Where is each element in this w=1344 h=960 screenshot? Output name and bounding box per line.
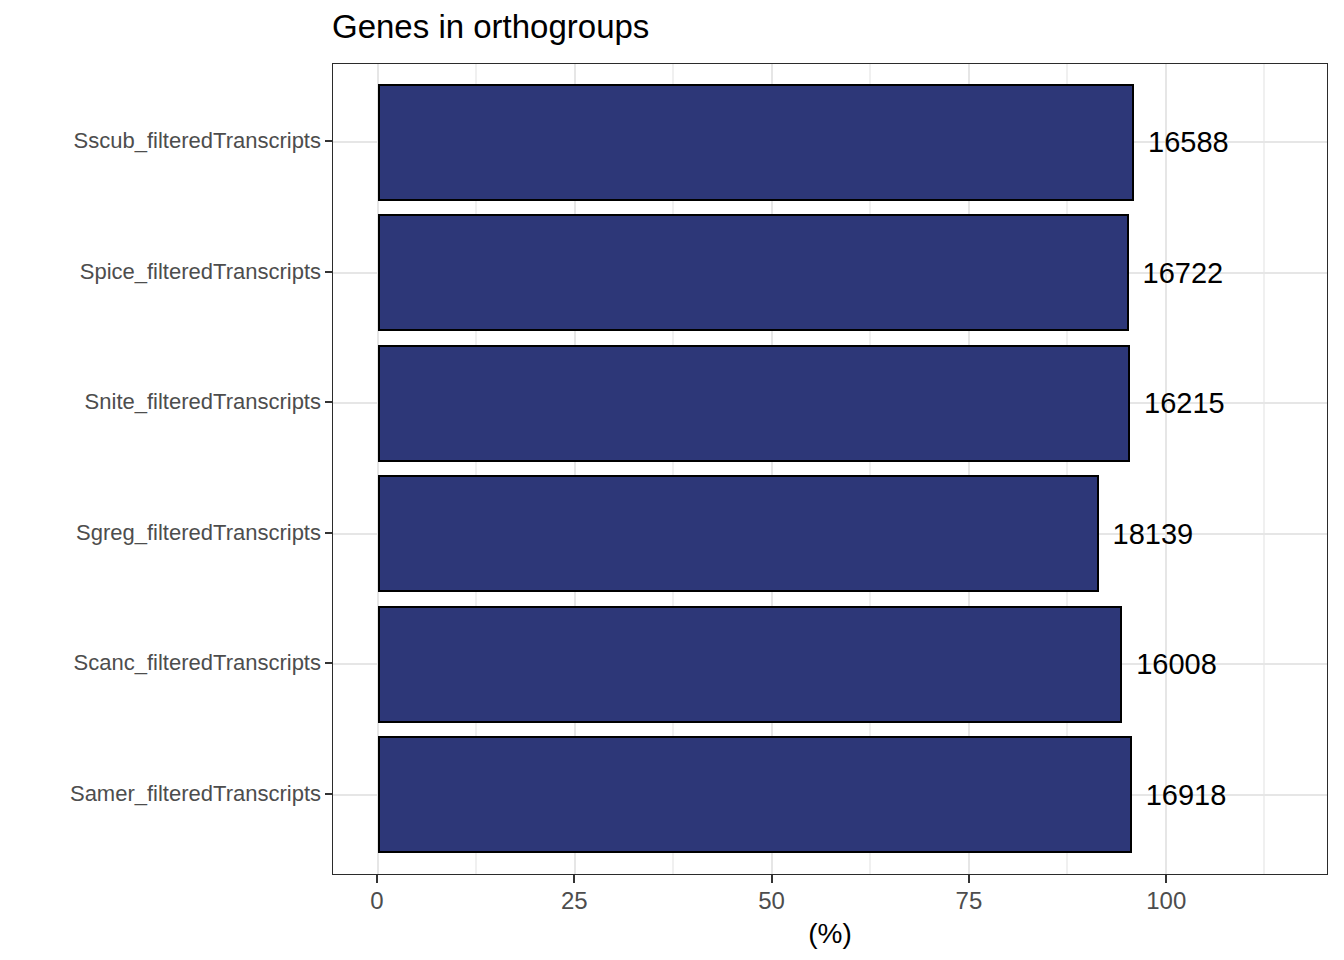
y-axis-cell: Sgreg_filteredTranscripts: [0, 468, 332, 599]
y-axis-cell: Snite_filteredTranscripts: [0, 337, 332, 468]
y-axis-label: Scanc_filteredTranscripts: [74, 650, 321, 676]
x-axis: 0 25 50 75 100: [332, 875, 1328, 923]
x-axis-tick-label: 25: [561, 887, 588, 915]
y-axis-tick-mark: [325, 532, 332, 534]
bar-Sgreg_filteredTranscripts: [378, 475, 1099, 592]
x-axis-tick-mark: [376, 875, 378, 883]
bar-Scanc_filteredTranscripts: [378, 606, 1122, 723]
x-axis-tick-label: 75: [956, 887, 983, 915]
y-axis-label: Sgreg_filteredTranscripts: [76, 520, 321, 546]
bar-Samer_filteredTranscripts: [378, 736, 1132, 853]
x-axis-tick-mark: [1165, 875, 1167, 883]
x-axis-title: (%): [332, 918, 1328, 950]
y-axis-tick-mark: [325, 401, 332, 403]
plot-panel: 16588 16722 16215 18139 16008 16918: [332, 63, 1328, 875]
bar-value-label: 18139: [1113, 517, 1194, 550]
x-axis-tick-label: 50: [758, 887, 785, 915]
x-axis-tick-mark: [968, 875, 970, 883]
figure: Genes in orthogroups Sscub_filteredTrans…: [0, 0, 1344, 960]
x-axis-tick-label: 100: [1146, 887, 1186, 915]
y-axis-tick-mark: [325, 271, 332, 273]
y-axis-label: Spice_filteredTranscripts: [80, 259, 321, 285]
y-axis-label: Sscub_filteredTranscripts: [74, 128, 321, 154]
y-axis-tick-mark: [325, 140, 332, 142]
y-axis-label: Samer_filteredTranscripts: [70, 781, 321, 807]
bar-value-label: 16918: [1146, 778, 1227, 811]
bar-value-label: 16588: [1148, 126, 1229, 159]
bar-Sscub_filteredTranscripts: [378, 84, 1134, 201]
y-axis: Sscub_filteredTranscripts Spice_filteredT…: [0, 63, 332, 875]
y-axis-tick-mark: [325, 662, 332, 664]
x-axis-tick-mark: [573, 875, 575, 883]
y-axis-cell: Spice_filteredTranscripts: [0, 207, 332, 338]
chart-title: Genes in orthogroups: [332, 8, 649, 46]
y-axis-cell: Samer_filteredTranscripts: [0, 729, 332, 860]
bar-value-label: 16215: [1144, 387, 1225, 420]
y-axis-cell: Scanc_filteredTranscripts: [0, 598, 332, 729]
x-axis-tick-label: 0: [370, 887, 383, 915]
y-axis-cell: Sscub_filteredTranscripts: [0, 76, 332, 207]
bar-Snite_filteredTranscripts: [378, 345, 1130, 462]
bar-value-label: 16008: [1136, 648, 1217, 681]
bar-value-label: 16722: [1143, 256, 1224, 289]
x-axis-tick-mark: [771, 875, 773, 883]
bars-layer: 16588 16722 16215 18139 16008 16918: [333, 64, 1327, 874]
y-axis-tick-mark: [325, 793, 332, 795]
bar-Spice_filteredTranscripts: [378, 214, 1129, 331]
y-axis-label: Snite_filteredTranscripts: [85, 389, 321, 415]
